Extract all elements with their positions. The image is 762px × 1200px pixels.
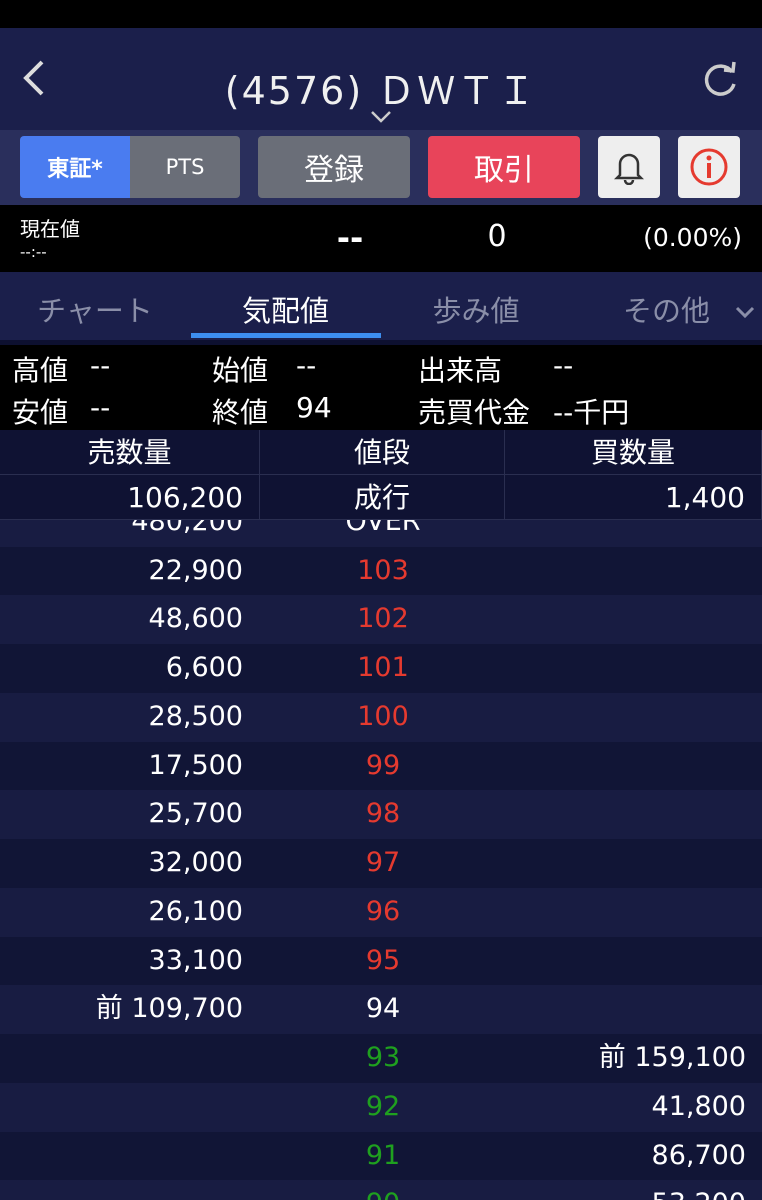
summary-label: 終値 bbox=[212, 396, 269, 429]
sell-quantity: 28,500 bbox=[148, 700, 243, 732]
sell-quantity: 前 109,700 bbox=[95, 993, 243, 1025]
refresh-button[interactable] bbox=[700, 60, 740, 100]
tab[interactable]: 歩み値 bbox=[432, 294, 520, 328]
buy-quantity: 86,700 bbox=[651, 1139, 746, 1171]
price: 94 bbox=[365, 993, 401, 1025]
board-header: 売数量 値段 買数量 106,200 成行 1,400 bbox=[0, 430, 762, 520]
sell-quantity: 22,900 bbox=[148, 554, 243, 586]
board-row: 93 前 159,100 bbox=[0, 1034, 762, 1083]
buy-quantity: 41,800 bbox=[651, 1090, 746, 1122]
current-price: -- bbox=[336, 219, 364, 257]
sell-quantity: 26,100 bbox=[148, 895, 243, 927]
summary-label: 出来高 bbox=[418, 354, 503, 387]
sell-quantity: 17,500 bbox=[148, 749, 243, 781]
board-row: 91 86,700 bbox=[0, 1131, 762, 1181]
quote-label: 現在値 bbox=[20, 217, 80, 241]
price: OVER bbox=[345, 520, 421, 537]
price: 103 bbox=[357, 554, 409, 586]
column-header: 買数量 bbox=[505, 430, 762, 475]
board-row: 48,600 102 bbox=[0, 595, 762, 644]
back-button[interactable] bbox=[18, 58, 48, 98]
market-tab[interactable]: 東証* bbox=[20, 136, 130, 198]
column-header: 売数量 bbox=[0, 430, 260, 475]
price: 96 bbox=[365, 895, 401, 927]
header: (4576) ＤＷＴＩ bbox=[0, 28, 762, 130]
summary-value: -- bbox=[90, 391, 111, 424]
board-row: 22,900 103 bbox=[0, 546, 762, 596]
sell-quantity: 48,600 bbox=[148, 603, 243, 635]
title-chevron[interactable] bbox=[370, 110, 392, 124]
summary-label: 安値 bbox=[12, 396, 69, 429]
board-row: 6,600 101 bbox=[0, 644, 762, 693]
price: 99 bbox=[365, 749, 401, 781]
action-bar: 登録 取引 東証* PTS bbox=[0, 130, 762, 205]
tab[interactable]: その他 bbox=[622, 294, 710, 328]
board-row: 25,700 98 bbox=[0, 790, 762, 839]
summary-label: 売買代金 bbox=[418, 396, 531, 429]
board-row: 32,000 97 bbox=[0, 839, 762, 888]
tab-indicator bbox=[190, 333, 381, 338]
order-board: 480,200 OVER 22,900 103 48,600 102 6,600 101 28,… bbox=[0, 520, 762, 1200]
sell-quantity: 480,200 bbox=[131, 520, 243, 537]
market-order-sell: 106,200 bbox=[0, 475, 260, 520]
summary-value: -- bbox=[90, 349, 111, 382]
market-tab[interactable]: PTS bbox=[130, 136, 240, 198]
register-button[interactable]: 登録 bbox=[258, 136, 410, 198]
sell-quantity: 32,000 bbox=[148, 847, 243, 878]
board-row: 92 41,800 bbox=[0, 1082, 762, 1132]
market-order-price: 成行 bbox=[260, 475, 505, 520]
price: 98 bbox=[365, 798, 401, 830]
alert-button[interactable] bbox=[598, 136, 660, 198]
summary-value: -- bbox=[296, 349, 317, 382]
price: 97 bbox=[365, 847, 401, 878]
board-row: 17,500 99 bbox=[0, 741, 762, 791]
column-header: 値段 bbox=[260, 430, 505, 475]
tab-chevron bbox=[735, 306, 754, 319]
board-row: 480,200 OVER bbox=[0, 520, 762, 547]
summary-label: 始値 bbox=[212, 354, 269, 387]
price: 93 bbox=[365, 1042, 401, 1073]
price: 91 bbox=[365, 1139, 401, 1171]
price: 90 bbox=[283, 1180, 483, 1200]
price: 101 bbox=[357, 652, 409, 683]
board-row: 90 53,200 bbox=[0, 1180, 762, 1200]
info-icon bbox=[690, 148, 728, 186]
board-row: 26,100 96 bbox=[0, 887, 762, 937]
tab-bar: チャート 気配値 歩み値 その他 bbox=[0, 272, 762, 340]
trade-button[interactable]: 取引 bbox=[428, 136, 580, 198]
sell-quantity: 25,700 bbox=[148, 798, 243, 830]
tab[interactable]: チャート bbox=[37, 294, 153, 328]
board-row: 33,100 95 bbox=[0, 936, 762, 986]
summary-label: 高値 bbox=[12, 354, 69, 387]
title: (4576) ＤＷＴＩ bbox=[224, 69, 538, 113]
info-button[interactable] bbox=[678, 136, 740, 198]
quote-time: --:-- bbox=[20, 243, 47, 261]
buy-quantity: 53,200 bbox=[652, 1180, 746, 1200]
summary-value: 94 bbox=[296, 391, 332, 424]
quote-bar: 現在値 --:-- -- 0 (0.00%) bbox=[0, 205, 762, 272]
summary-value: --千円 bbox=[553, 396, 630, 429]
price: 92 bbox=[365, 1090, 401, 1122]
board-row: 前 109,700 94 bbox=[0, 985, 762, 1034]
summary-value: -- bbox=[553, 349, 574, 382]
status-bar bbox=[0, 0, 762, 28]
bell-icon bbox=[613, 153, 645, 185]
price-change: 0 bbox=[487, 219, 507, 254]
price: 95 bbox=[365, 944, 401, 976]
price: 102 bbox=[357, 603, 409, 635]
tab[interactable]: 気配値 bbox=[241, 294, 329, 328]
sell-quantity: 33,100 bbox=[148, 944, 243, 976]
buy-quantity: 前 159,100 bbox=[598, 1042, 746, 1073]
change-percent: (0.00%) bbox=[643, 223, 742, 252]
summary: 高値 -- 始値 -- 出来高 -- 安値 -- 終値 94 売買代金 --千円 bbox=[0, 345, 762, 430]
sell-quantity: 6,600 bbox=[165, 652, 243, 683]
market-order-buy: 1,400 bbox=[505, 475, 762, 520]
price: 100 bbox=[357, 700, 409, 732]
board-row: 28,500 100 bbox=[0, 692, 762, 742]
